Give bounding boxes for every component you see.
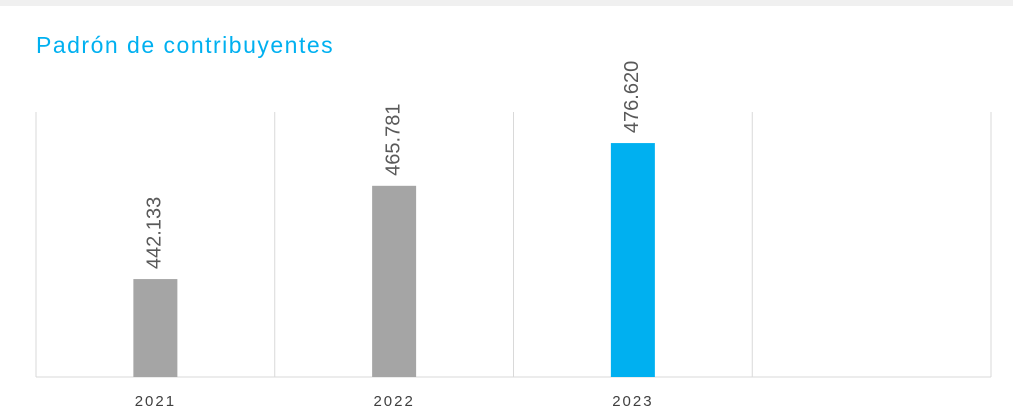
bar: [133, 279, 178, 377]
bar: [610, 143, 655, 377]
top-strip: [0, 0, 1013, 6]
x-tick-label: 2021: [135, 393, 176, 409]
value-label: 476.620: [621, 61, 643, 133]
value-label: 465.781: [382, 104, 404, 176]
chart-title: Padrón de contribuyentes: [36, 32, 334, 58]
bar: [372, 185, 417, 377]
x-tick-label: 2022: [373, 393, 414, 409]
value-label: 442.133: [144, 197, 166, 269]
x-tick-label: 2023: [612, 393, 653, 409]
